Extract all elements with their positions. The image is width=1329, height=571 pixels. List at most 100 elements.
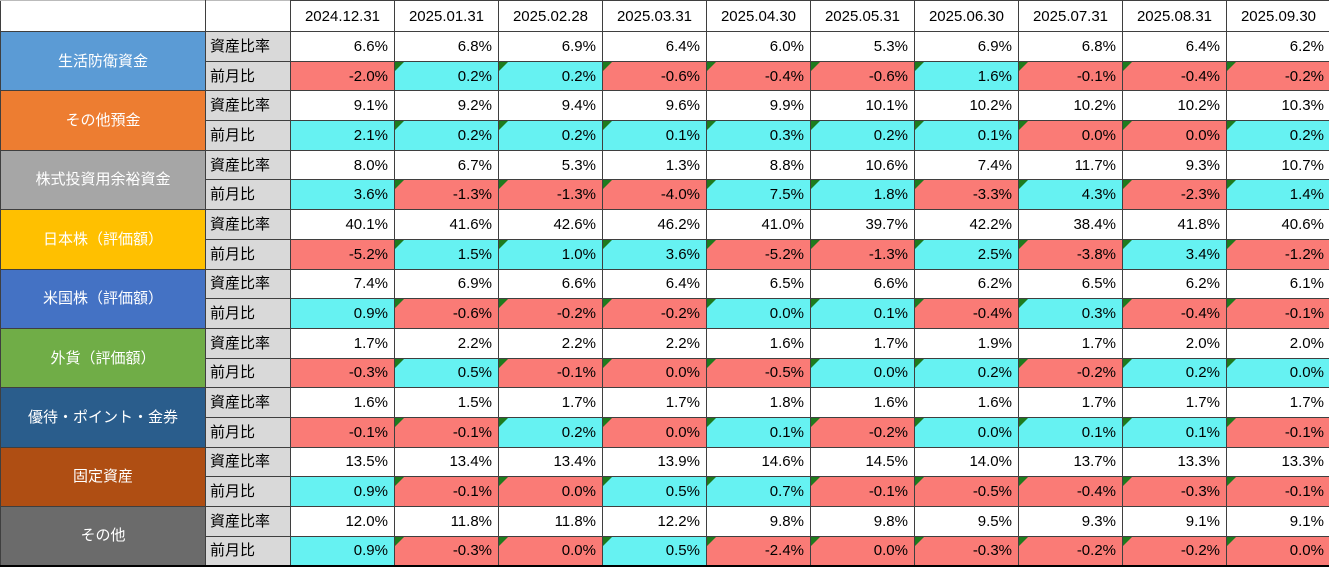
mom-change-cell[interactable]: 0.0% bbox=[602, 357, 707, 389]
mom-change-cell[interactable]: 0.7% bbox=[706, 476, 811, 507]
mom-change-cell[interactable]: 0.0% bbox=[1226, 357, 1329, 389]
date-column-header[interactable]: 2025.07.31 bbox=[1018, 0, 1123, 32]
asset-ratio-cell[interactable]: 6.9% bbox=[498, 31, 603, 62]
row-label-mom-change[interactable]: 前月比 bbox=[205, 120, 291, 151]
asset-ratio-cell[interactable]: 1.7% bbox=[1226, 387, 1329, 418]
category-cell[interactable]: 日本株（評価額） bbox=[0, 209, 206, 270]
asset-ratio-cell[interactable]: 9.3% bbox=[1018, 506, 1123, 537]
asset-ratio-cell[interactable]: 6.8% bbox=[394, 31, 499, 62]
asset-ratio-cell[interactable]: 13.3% bbox=[1122, 446, 1227, 478]
row-label-asset-ratio[interactable]: 資産比率 bbox=[205, 446, 291, 478]
asset-ratio-cell[interactable]: 13.4% bbox=[394, 446, 499, 478]
asset-ratio-cell[interactable]: 7.4% bbox=[914, 149, 1019, 181]
asset-ratio-cell[interactable]: 6.8% bbox=[1018, 31, 1123, 62]
mom-change-cell[interactable]: -1.3% bbox=[394, 179, 499, 211]
category-cell[interactable]: 優待・ポイント・金券 bbox=[0, 387, 206, 448]
asset-ratio-cell[interactable]: 1.7% bbox=[498, 387, 603, 418]
mom-change-cell[interactable]: 0.3% bbox=[1018, 298, 1123, 329]
mom-change-cell[interactable]: -1.3% bbox=[498, 179, 603, 211]
asset-ratio-cell[interactable]: 1.7% bbox=[1018, 387, 1123, 418]
mom-change-cell[interactable]: 0.2% bbox=[498, 60, 603, 92]
mom-change-cell[interactable]: -0.2% bbox=[602, 298, 707, 329]
mom-change-cell[interactable]: -2.3% bbox=[1122, 179, 1227, 211]
asset-ratio-cell[interactable]: 10.2% bbox=[1018, 90, 1123, 122]
asset-ratio-cell[interactable]: 7.4% bbox=[290, 268, 395, 300]
asset-ratio-cell[interactable]: 9.8% bbox=[810, 506, 915, 537]
asset-ratio-cell[interactable]: 1.6% bbox=[914, 387, 1019, 418]
mom-change-cell[interactable]: -0.4% bbox=[706, 60, 811, 92]
mom-change-cell[interactable]: -3.3% bbox=[914, 179, 1019, 211]
asset-ratio-cell[interactable]: 6.4% bbox=[602, 31, 707, 62]
asset-ratio-cell[interactable]: 1.7% bbox=[810, 327, 915, 359]
mom-change-cell[interactable]: -5.2% bbox=[706, 238, 811, 270]
row-label-asset-ratio[interactable]: 資産比率 bbox=[205, 268, 291, 300]
row-label-asset-ratio[interactable]: 資産比率 bbox=[205, 209, 291, 240]
mom-change-cell[interactable]: -0.1% bbox=[1226, 416, 1329, 448]
asset-ratio-cell[interactable]: 12.0% bbox=[290, 506, 395, 537]
asset-ratio-cell[interactable]: 9.8% bbox=[706, 506, 811, 537]
asset-ratio-cell[interactable]: 6.9% bbox=[394, 268, 499, 300]
asset-ratio-cell[interactable]: 2.0% bbox=[1226, 327, 1329, 359]
mom-change-cell[interactable]: -0.2% bbox=[1018, 535, 1123, 567]
asset-ratio-cell[interactable]: 10.2% bbox=[1122, 90, 1227, 122]
mom-change-cell[interactable]: 0.0% bbox=[1122, 120, 1227, 151]
mom-change-cell[interactable]: -0.4% bbox=[1018, 476, 1123, 507]
asset-ratio-cell[interactable]: 1.9% bbox=[914, 327, 1019, 359]
mom-change-cell[interactable]: -0.1% bbox=[394, 476, 499, 507]
mom-change-cell[interactable]: -0.6% bbox=[394, 298, 499, 329]
asset-ratio-cell[interactable]: 1.7% bbox=[602, 387, 707, 418]
mom-change-cell[interactable]: 2.1% bbox=[290, 120, 395, 151]
asset-ratio-cell[interactable]: 11.8% bbox=[498, 506, 603, 537]
asset-ratio-cell[interactable]: 2.2% bbox=[394, 327, 499, 359]
asset-ratio-cell[interactable]: 40.6% bbox=[1226, 209, 1329, 240]
date-column-header[interactable]: 2024.12.31 bbox=[290, 0, 395, 32]
asset-ratio-cell[interactable]: 13.4% bbox=[498, 446, 603, 478]
asset-ratio-cell[interactable]: 1.8% bbox=[706, 387, 811, 418]
mom-change-cell[interactable]: -0.3% bbox=[1122, 476, 1227, 507]
mom-change-cell[interactable]: 1.6% bbox=[914, 60, 1019, 92]
asset-ratio-cell[interactable]: 6.2% bbox=[1122, 268, 1227, 300]
mom-change-cell[interactable]: -0.1% bbox=[1018, 60, 1123, 92]
mom-change-cell[interactable]: -0.1% bbox=[1226, 476, 1329, 507]
mom-change-cell[interactable]: 0.2% bbox=[394, 120, 499, 151]
mom-change-cell[interactable]: -0.5% bbox=[914, 476, 1019, 507]
asset-ratio-cell[interactable]: 6.6% bbox=[498, 268, 603, 300]
mom-change-cell[interactable]: -0.2% bbox=[498, 298, 603, 329]
asset-ratio-cell[interactable]: 6.7% bbox=[394, 149, 499, 181]
asset-ratio-cell[interactable]: 1.6% bbox=[290, 387, 395, 418]
asset-ratio-cell[interactable]: 12.2% bbox=[602, 506, 707, 537]
mom-change-cell[interactable]: 0.0% bbox=[1226, 535, 1329, 567]
mom-change-cell[interactable]: -0.3% bbox=[914, 535, 1019, 567]
row-label-mom-change[interactable]: 前月比 bbox=[205, 416, 291, 448]
mom-change-cell[interactable]: -0.1% bbox=[394, 416, 499, 448]
mom-change-cell[interactable]: 0.2% bbox=[394, 60, 499, 92]
asset-ratio-cell[interactable]: 9.4% bbox=[498, 90, 603, 122]
asset-ratio-cell[interactable]: 14.0% bbox=[914, 446, 1019, 478]
date-column-header[interactable]: 2025.01.31 bbox=[394, 0, 499, 32]
row-label-mom-change[interactable]: 前月比 bbox=[205, 60, 291, 92]
corner-blank-metric-cell[interactable] bbox=[205, 0, 291, 32]
mom-change-cell[interactable]: -0.1% bbox=[498, 357, 603, 389]
asset-ratio-cell[interactable]: 10.3% bbox=[1226, 90, 1329, 122]
row-label-asset-ratio[interactable]: 資産比率 bbox=[205, 90, 291, 122]
row-label-asset-ratio[interactable]: 資産比率 bbox=[205, 31, 291, 62]
asset-ratio-cell[interactable]: 1.5% bbox=[394, 387, 499, 418]
category-cell[interactable]: その他 bbox=[0, 505, 206, 567]
mom-change-cell[interactable]: -5.2% bbox=[290, 238, 395, 270]
asset-ratio-cell[interactable]: 6.4% bbox=[602, 268, 707, 300]
mom-change-cell[interactable]: -4.0% bbox=[602, 179, 707, 211]
asset-ratio-cell[interactable]: 8.8% bbox=[706, 149, 811, 181]
category-cell[interactable]: 外貨（評価額） bbox=[0, 327, 206, 389]
mom-change-cell[interactable]: -0.6% bbox=[810, 60, 915, 92]
asset-ratio-cell[interactable]: 9.1% bbox=[1122, 506, 1227, 537]
mom-change-cell[interactable]: 1.5% bbox=[394, 238, 499, 270]
category-cell[interactable]: 生活防衛資金 bbox=[0, 30, 206, 92]
category-cell[interactable]: 米国株（評価額） bbox=[0, 268, 206, 329]
asset-ratio-cell[interactable]: 1.6% bbox=[706, 327, 811, 359]
mom-change-cell[interactable]: 1.4% bbox=[1226, 179, 1329, 211]
row-label-mom-change[interactable]: 前月比 bbox=[205, 179, 291, 211]
asset-ratio-cell[interactable]: 11.8% bbox=[394, 506, 499, 537]
asset-ratio-cell[interactable]: 9.2% bbox=[394, 90, 499, 122]
mom-change-cell[interactable]: 0.5% bbox=[602, 476, 707, 507]
asset-ratio-cell[interactable]: 13.9% bbox=[602, 446, 707, 478]
